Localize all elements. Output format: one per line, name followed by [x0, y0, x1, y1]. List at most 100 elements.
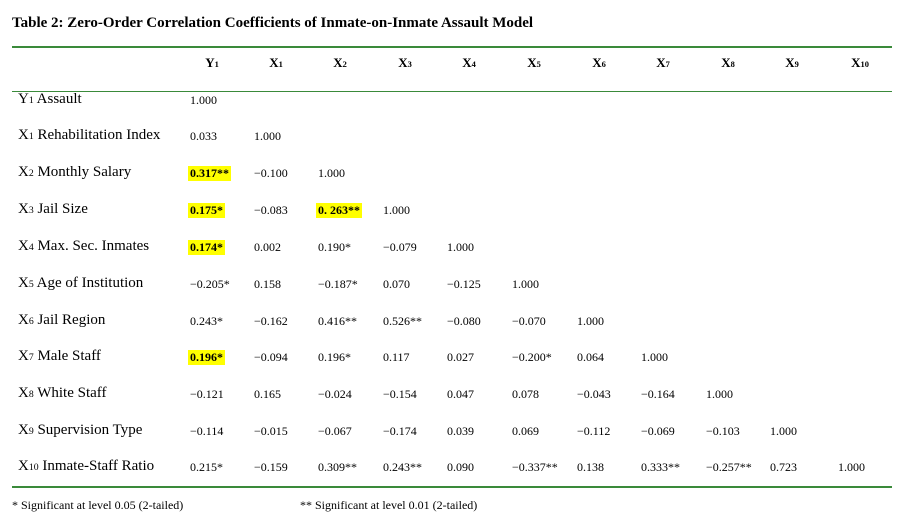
row-name: Jail Region — [37, 312, 106, 328]
column-subscript: 10 — [860, 59, 869, 69]
correlation-cell: 0.196* — [318, 350, 351, 364]
correlation-cell: −0.125 — [447, 277, 481, 291]
row-label: X3 Jail Size — [18, 201, 88, 218]
row-subscript: 7 — [28, 352, 34, 363]
column-subscript: 1 — [214, 59, 219, 69]
row-label: Y1 Assault — [18, 91, 82, 108]
row-subscript: 1 — [28, 95, 34, 106]
row-label: X9 Supervision Type — [18, 422, 142, 439]
row-name: White Staff — [37, 385, 107, 401]
correlation-cell: −0.015 — [254, 424, 288, 438]
row-name: Assault — [36, 91, 82, 107]
column-header: X10 — [851, 55, 869, 71]
column-header: Y1 — [205, 55, 219, 71]
row-label: X10 Inmate-Staff Ratio — [18, 458, 154, 475]
row-subscript: 3 — [28, 205, 34, 216]
correlation-cell: −0.187* — [318, 277, 358, 291]
correlation-cell: 0.243* — [190, 314, 223, 328]
row-symbol: X — [18, 312, 29, 328]
correlation-cell: 1.000 — [190, 93, 217, 107]
correlation-cell: 1.000 — [838, 460, 865, 474]
correlation-cell: 0. 263** — [316, 203, 362, 218]
correlation-cell: −0.070 — [512, 314, 546, 328]
correlation-cell: 0.078 — [512, 387, 539, 401]
correlation-cell: 1.000 — [512, 277, 539, 291]
row-subscript: 2 — [28, 168, 34, 179]
correlation-cell: 0.138 — [577, 460, 604, 474]
column-symbol: X — [721, 55, 731, 70]
row-label: X5 Age of Institution — [18, 275, 143, 292]
row-subscript: 8 — [28, 389, 34, 400]
correlation-cell: −0.257** — [706, 460, 752, 474]
correlation-cell: 0.039 — [447, 424, 474, 438]
footnote: ** Significant at level 0.01 (2-tailed) — [300, 498, 478, 512]
row-label: X6 Jail Region — [18, 312, 105, 329]
correlation-cell: 1.000 — [383, 203, 410, 217]
correlation-cell: 1.000 — [447, 240, 474, 254]
row-symbol: X — [18, 127, 29, 143]
row-name: Monthly Salary — [37, 164, 132, 180]
row-name: Age of Institution — [36, 275, 144, 291]
row-subscript: 10 — [28, 462, 39, 473]
row-subscript: 4 — [28, 242, 34, 253]
column-header: X4 — [462, 55, 476, 71]
column-subscript: 6 — [601, 59, 606, 69]
row-symbol: X — [18, 385, 29, 401]
table-title: Table 2: Zero-Order Correlation Coeffici… — [12, 15, 534, 31]
row-subscript: 6 — [28, 316, 34, 327]
correlation-cell: 1.000 — [318, 166, 345, 180]
column-subscript: 7 — [665, 59, 670, 69]
correlation-cell: 0.317** — [188, 166, 231, 181]
column-subscript: 2 — [342, 59, 347, 69]
correlation-cell: 0.243** — [383, 460, 422, 474]
row-subscript: 1 — [28, 131, 34, 142]
correlation-cell: 0.309** — [318, 460, 357, 474]
column-header: X8 — [721, 55, 735, 71]
column-header: X9 — [785, 55, 799, 71]
row-name: Rehabilitation Index — [37, 127, 161, 143]
column-symbol: X — [398, 55, 408, 70]
column-header: X3 — [398, 55, 412, 71]
correlation-cell: 0.158 — [254, 277, 281, 291]
correlation-cell: −0.100 — [254, 166, 288, 180]
row-symbol: X — [18, 458, 29, 474]
column-subscript: 3 — [407, 59, 412, 69]
row-subscript: 5 — [28, 279, 34, 290]
correlation-cell: 0.027 — [447, 350, 474, 364]
correlation-cell: −0.083 — [254, 203, 288, 217]
row-name: Male Staff — [37, 348, 101, 364]
row-symbol: Y — [18, 91, 29, 107]
column-header: X1 — [269, 55, 283, 71]
row-label: X1 Rehabilitation Index — [18, 127, 160, 144]
row-symbol: X — [18, 201, 29, 217]
correlation-cell: 1.000 — [706, 387, 733, 401]
column-symbol: X — [462, 55, 472, 70]
correlation-cell: 0.174* — [188, 240, 225, 255]
correlation-cell: 0.033 — [190, 129, 217, 143]
row-symbol: X — [18, 275, 29, 291]
row-subscript: 9 — [28, 426, 34, 437]
correlation-cell: −0.067 — [318, 424, 352, 438]
row-symbol: X — [18, 238, 29, 254]
column-symbol: X — [656, 55, 666, 70]
row-name: Supervision Type — [37, 422, 143, 438]
column-symbol: Y — [205, 55, 215, 70]
correlation-cell: −0.164 — [641, 387, 675, 401]
column-subscript: 5 — [536, 59, 541, 69]
correlation-cell: 0.190* — [318, 240, 351, 254]
correlation-cell: 0.526** — [383, 314, 422, 328]
correlation-cell: −0.024 — [318, 387, 352, 401]
correlation-cell: 1.000 — [254, 129, 281, 143]
correlation-cell: 0.416** — [318, 314, 357, 328]
correlation-cell: 0.165 — [254, 387, 281, 401]
column-header: X6 — [592, 55, 606, 71]
correlation-cell: 0.723 — [770, 460, 797, 474]
bottom-rule — [12, 486, 892, 488]
correlation-cell: −0.121 — [190, 387, 224, 401]
row-symbol: X — [18, 422, 29, 438]
correlation-cell: 0.070 — [383, 277, 410, 291]
correlation-cell: −0.114 — [190, 424, 224, 438]
correlation-cell: 0.117 — [383, 350, 410, 364]
row-name: Jail Size — [37, 201, 88, 217]
